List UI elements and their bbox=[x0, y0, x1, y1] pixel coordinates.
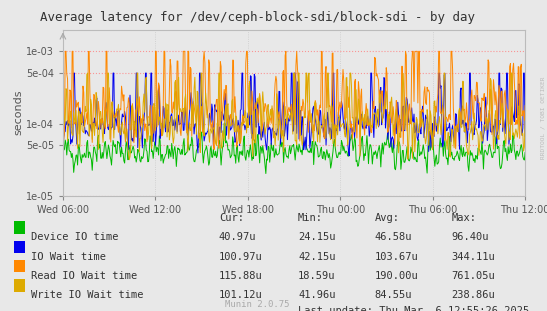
Text: Write IO Wait time: Write IO Wait time bbox=[31, 290, 144, 300]
Text: Avg:: Avg: bbox=[375, 213, 400, 223]
Text: IO Wait time: IO Wait time bbox=[31, 252, 106, 262]
Text: Read IO Wait time: Read IO Wait time bbox=[31, 271, 137, 281]
Text: RRDTOOL / TOBI OETIKER: RRDTOOL / TOBI OETIKER bbox=[541, 77, 546, 160]
Text: 115.88u: 115.88u bbox=[219, 271, 263, 281]
Text: 344.11u: 344.11u bbox=[451, 252, 495, 262]
Text: Munin 2.0.75: Munin 2.0.75 bbox=[225, 300, 289, 309]
Text: 190.00u: 190.00u bbox=[375, 271, 418, 281]
Text: Max:: Max: bbox=[451, 213, 476, 223]
Text: 238.86u: 238.86u bbox=[451, 290, 495, 300]
Text: 101.12u: 101.12u bbox=[219, 290, 263, 300]
Text: 46.58u: 46.58u bbox=[375, 232, 412, 242]
Text: 761.05u: 761.05u bbox=[451, 271, 495, 281]
Text: 41.96u: 41.96u bbox=[298, 290, 336, 300]
Text: 84.55u: 84.55u bbox=[375, 290, 412, 300]
Text: 24.15u: 24.15u bbox=[298, 232, 336, 242]
Text: 42.15u: 42.15u bbox=[298, 252, 336, 262]
Text: 96.40u: 96.40u bbox=[451, 232, 489, 242]
Text: Cur:: Cur: bbox=[219, 213, 244, 223]
Text: 18.59u: 18.59u bbox=[298, 271, 336, 281]
Text: 103.67u: 103.67u bbox=[375, 252, 418, 262]
Text: 100.97u: 100.97u bbox=[219, 252, 263, 262]
Text: Min:: Min: bbox=[298, 213, 323, 223]
Text: Average latency for /dev/ceph-block-sdi/block-sdi - by day: Average latency for /dev/ceph-block-sdi/… bbox=[39, 11, 475, 24]
Text: Device IO time: Device IO time bbox=[31, 232, 119, 242]
Text: 40.97u: 40.97u bbox=[219, 232, 257, 242]
Text: Last update: Thu Mar  6 12:55:26 2025: Last update: Thu Mar 6 12:55:26 2025 bbox=[298, 306, 529, 311]
Y-axis label: seconds: seconds bbox=[13, 90, 23, 136]
